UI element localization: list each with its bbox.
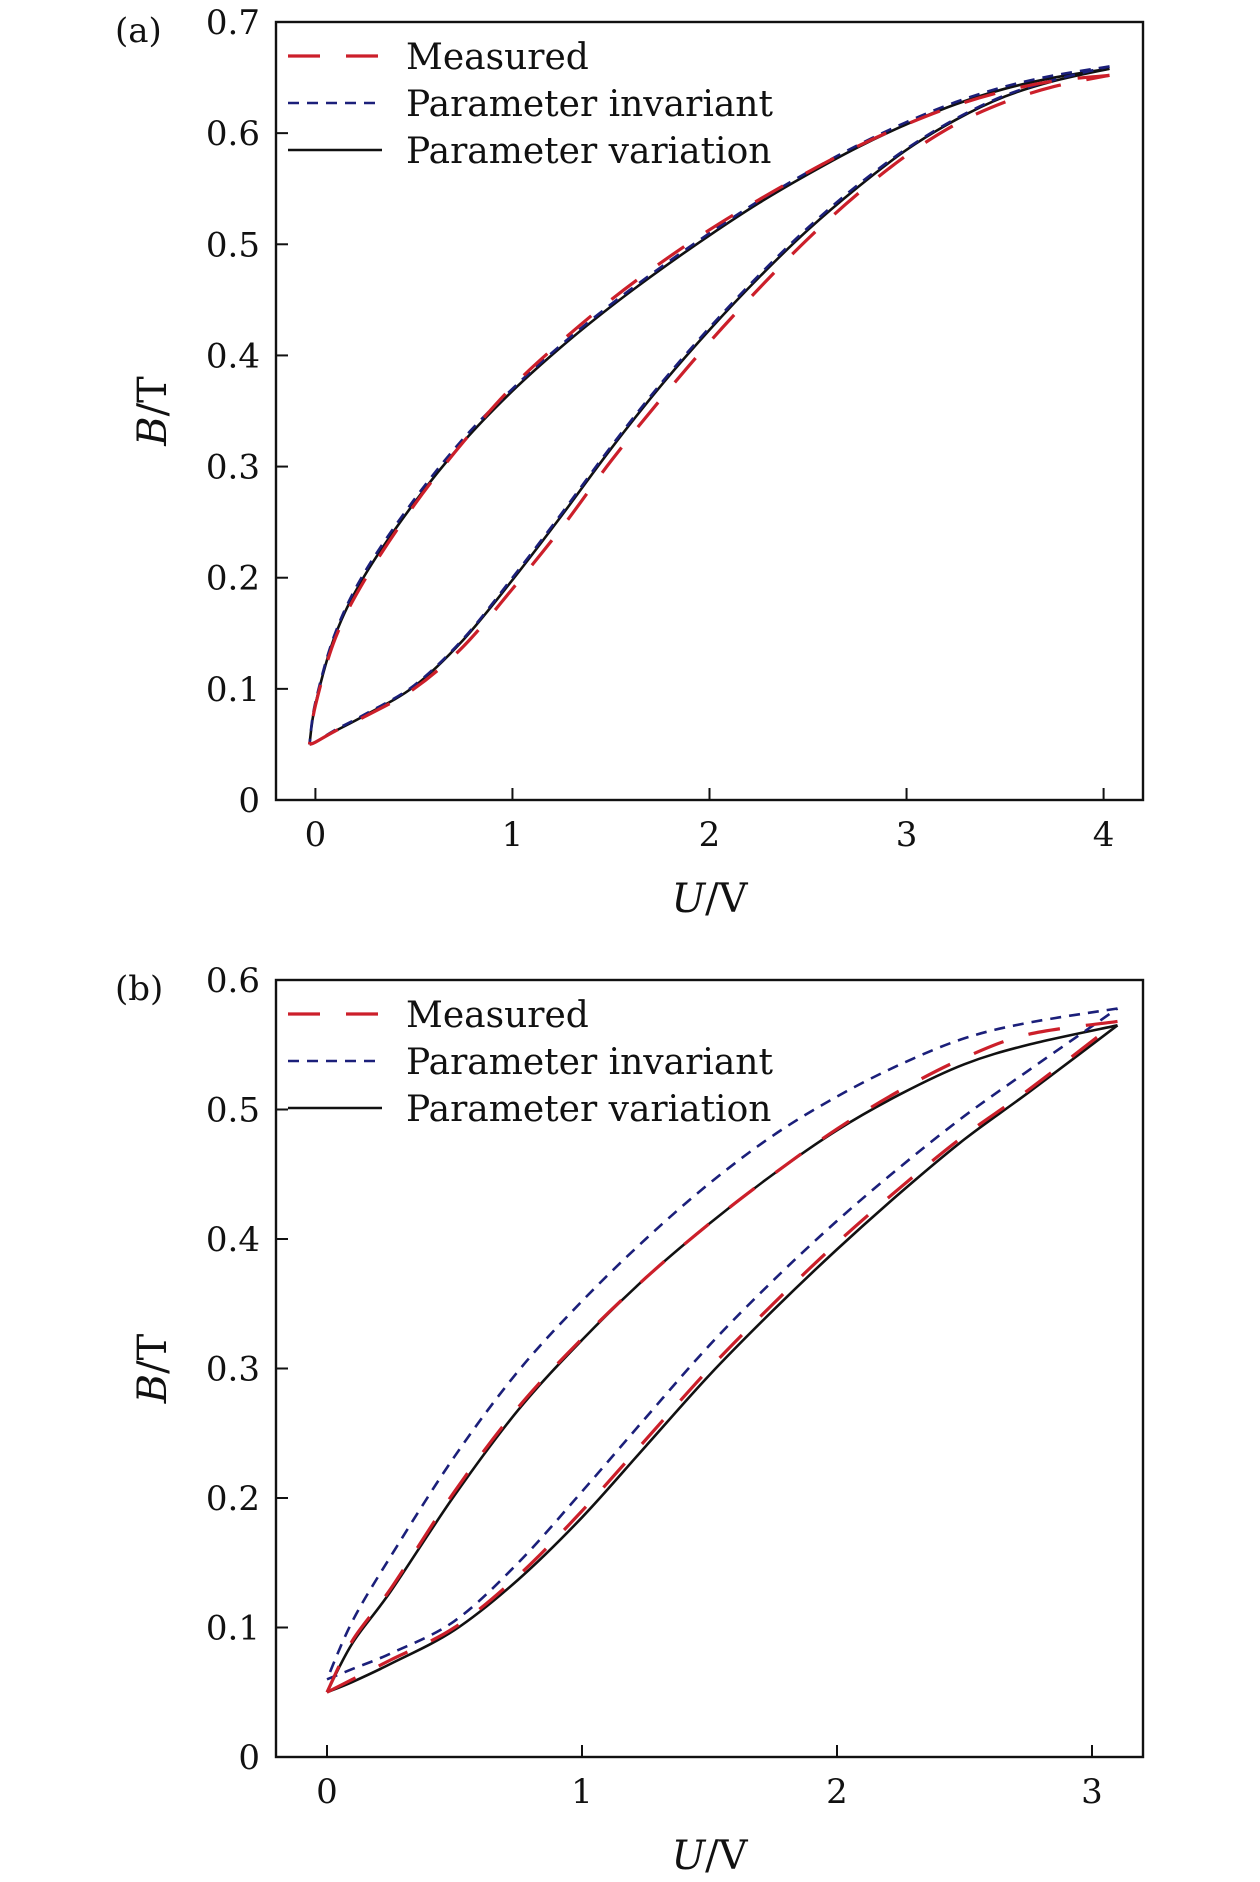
x-axis-title: U/V bbox=[671, 876, 748, 922]
legend-label-parameter-variation: Parameter variation bbox=[406, 131, 771, 172]
x-axis-unit: /V bbox=[705, 876, 748, 922]
legend-label-parameter-invariant: Parameter invariant bbox=[406, 84, 773, 125]
series-group bbox=[325, 1007, 1119, 1694]
series-line-parameter-variation-upper bbox=[325, 1024, 1118, 1693]
series-group bbox=[307, 65, 1110, 746]
x-tick-label: 3 bbox=[896, 815, 918, 855]
x-tick-label: 1 bbox=[502, 815, 524, 855]
chart-panel-a: 0 1 2 3 4 0 0.1 0.2 0.3 0.4 0.5 0.6 0.7 (a) U/V B/T Meas… bbox=[115, 3, 1145, 922]
legend: Measured Parameter invariant Parameter var… bbox=[288, 995, 773, 1130]
y-tick-label: 0 bbox=[238, 781, 260, 821]
y-tick-label: 0.6 bbox=[206, 961, 260, 1001]
y-tick-label: 0 bbox=[238, 1738, 260, 1778]
y-axis-unit: /T bbox=[130, 1333, 176, 1373]
x-tick-label: 3 bbox=[1081, 1772, 1103, 1812]
y-axis-variable: B bbox=[130, 1374, 176, 1404]
x-tick-label: 4 bbox=[1093, 815, 1115, 855]
y-tick-label: 0.1 bbox=[206, 670, 260, 710]
legend-label-parameter-variation: Parameter variation bbox=[406, 1089, 771, 1130]
y-tick-label: 0.5 bbox=[206, 225, 260, 265]
x-axis-variable: U bbox=[671, 876, 706, 922]
chart-panel-b: 0 1 2 3 0 0.1 0.2 0.3 0.4 0.5 0.6 (b) U/V B/T Measured… bbox=[115, 961, 1145, 1879]
y-tick-label: 0.3 bbox=[206, 1350, 260, 1390]
x-tick-label: 0 bbox=[316, 1772, 338, 1812]
x-tick-label: 0 bbox=[305, 815, 327, 855]
series-line-parameter-variation-upper bbox=[308, 67, 1110, 745]
series-line-parameter-invariant-upper bbox=[308, 65, 1110, 745]
y-tick-label: 0.3 bbox=[206, 448, 260, 488]
legend: Measured Parameter invariant Parameter var… bbox=[288, 37, 773, 172]
legend-label-measured: Measured bbox=[406, 995, 589, 1036]
x-axis-unit: /V bbox=[705, 1833, 748, 1879]
y-tick-label: 0.6 bbox=[206, 114, 260, 154]
y-axis-title: B/T bbox=[130, 376, 176, 447]
x-tick-label: 1 bbox=[571, 1772, 593, 1812]
y-tick-label: 0.1 bbox=[206, 1609, 260, 1649]
y-tick-label: 0.5 bbox=[206, 1091, 260, 1131]
y-axis-title: B/T bbox=[130, 1333, 176, 1404]
series-line-measured-lower bbox=[326, 1020, 1119, 1694]
x-tick-label: 2 bbox=[699, 815, 721, 855]
legend-label-parameter-invariant: Parameter invariant bbox=[406, 1042, 773, 1083]
x-axis-variable: U bbox=[671, 1833, 706, 1879]
series-line-measured-upper bbox=[307, 73, 1110, 745]
panel-label: (b) bbox=[115, 969, 163, 1009]
series-line-parameter-invariant-lower bbox=[309, 65, 1110, 746]
y-tick-label: 0.4 bbox=[206, 336, 260, 376]
series-line-parameter-invariant-lower bbox=[326, 1007, 1119, 1681]
y-axis-variable: B bbox=[130, 416, 176, 446]
y-tick-label: 0.4 bbox=[206, 1220, 260, 1260]
panel-label: (a) bbox=[115, 11, 162, 51]
y-axis-unit: /T bbox=[130, 376, 176, 416]
series-line-parameter-invariant-upper bbox=[325, 1007, 1118, 1680]
x-axis-title: U/V bbox=[671, 1833, 748, 1879]
x-tick-label: 2 bbox=[826, 1772, 848, 1812]
legend-label-measured: Measured bbox=[406, 37, 589, 78]
series-line-parameter-variation-lower bbox=[326, 1024, 1119, 1694]
series-line-measured-lower bbox=[308, 73, 1110, 746]
y-tick-label: 0.2 bbox=[206, 1479, 260, 1519]
y-tick-label: 0.7 bbox=[206, 3, 260, 43]
y-tick-label: 0.2 bbox=[206, 559, 260, 599]
